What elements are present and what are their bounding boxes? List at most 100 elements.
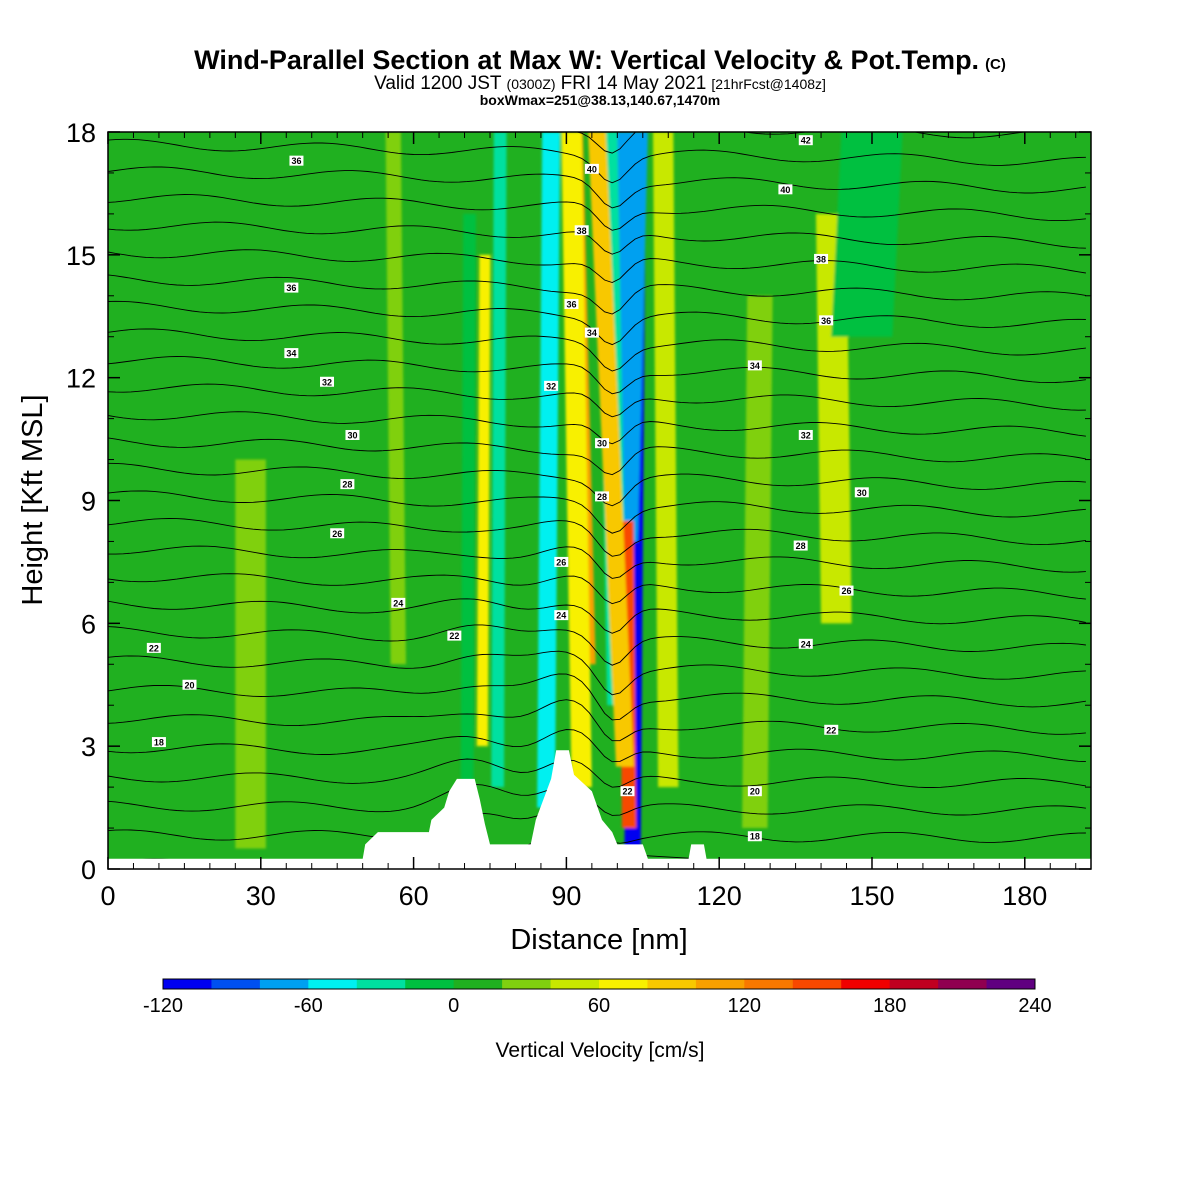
theta-contour-24 [108,194,1086,231]
svg-text:24: 24 [556,611,566,621]
colorbar-swatch [938,979,988,989]
theta-label-19: 26 [554,556,569,567]
theta-contour-2 [108,783,1086,816]
svg-text:20: 20 [750,787,760,797]
velocity-band-12 [652,132,679,788]
colorbar-swatch [211,979,261,989]
svg-text:42: 42 [801,136,811,146]
theta-contour-25 [108,166,1086,209]
x-tick-label: 30 [246,881,276,911]
theta-label-28: 30 [854,487,869,498]
x-tick-label: 120 [697,881,742,911]
svg-text:30: 30 [347,430,357,440]
theta-label-20: 24 [554,610,569,621]
colorbar-swatch [841,979,891,989]
theta-label-8: 22 [447,630,462,641]
theta-label-25: 36 [819,315,834,326]
y-tick-label: 12 [66,364,96,394]
theta-label-24: 38 [814,253,829,264]
colorbar: -120 -60 0 60 120 180 240 [143,978,1052,1017]
theta-contour-9 [108,598,1086,634]
potential-temperature-contours [108,132,1086,869]
vertical-velocity-field [235,132,903,849]
theta-label-31: 24 [798,638,813,649]
theta-label-13: 38 [574,225,589,236]
velocity-band-9 [476,254,491,747]
theta-label-21: 22 [620,786,635,797]
theta-label-16: 32 [544,380,559,391]
svg-text:34: 34 [286,349,296,359]
svg-text:32: 32 [546,381,556,391]
x-tick-label: 180 [1002,881,1047,911]
colorbar-swatch [502,979,552,989]
colorbar-tick-label: -60 [294,995,323,1017]
colorbar-tick-label: 120 [728,995,761,1017]
theta-contour-17 [108,383,1086,418]
theta-label-0: 36 [289,155,304,166]
theta-label-18: 28 [595,491,610,502]
svg-text:26: 26 [556,557,566,567]
svg-text:30: 30 [597,439,607,449]
colorbar-swatch [550,979,600,989]
theta-contour-19 [108,328,1086,372]
theta-contour-18 [108,356,1086,395]
theta-label-17: 30 [595,438,610,449]
theta-label-22: 42 [798,135,813,146]
valid-time-line: Valid 1200 JST (0300Z) FRI 14 May 2021 [21h… [374,73,826,94]
svg-text:28: 28 [796,541,806,551]
svg-text:22: 22 [449,631,459,641]
x-tick-label: 90 [551,881,581,911]
theta-contour-7 [108,650,1086,696]
svg-text:26: 26 [332,529,342,539]
colorbar-swatch [453,979,503,989]
theta-label-3: 32 [320,376,335,387]
svg-text:40: 40 [587,164,597,174]
theta-label-2: 34 [284,348,299,359]
velocity-band-13 [742,295,773,829]
svg-text:24: 24 [393,598,403,608]
colorbar-swatch [405,979,455,989]
x-tick-label: 0 [100,881,115,911]
theta-contour-5 [108,699,1086,742]
theta-contour-4 [108,729,1086,763]
theta-contour-22 [108,249,1086,283]
theta-label-32: 22 [824,724,839,735]
theta-label-27: 32 [798,429,813,440]
theta-label-4: 30 [345,429,360,440]
y-tick-label: 3 [81,732,96,762]
svg-text:38: 38 [577,226,587,236]
svg-text:20: 20 [184,680,194,690]
colorbar-swatch [308,979,358,989]
colorbar-swatch [889,979,939,989]
colorbar-swatch [356,979,406,989]
theta-label-34: 18 [747,831,762,842]
colorbar-swatch [792,979,842,989]
velocity-band-8 [537,132,561,808]
theta-contour-15 [108,437,1086,476]
x-tick-label: 150 [849,881,894,911]
terrain-silhouette [108,750,1091,869]
colorbar-swatch [647,979,697,989]
x-tick-label: 60 [399,881,429,911]
svg-text:38: 38 [816,254,826,264]
theta-label-6: 26 [330,528,345,539]
svg-text:28: 28 [342,480,352,490]
y-tick-label: 9 [81,487,96,517]
y-tick-label: 0 [81,855,96,885]
colorbar-swatch [599,979,648,989]
colorbar-tick-label: 180 [873,995,906,1017]
colorbar-swatch [163,979,212,989]
theta-label-12: 40 [584,163,599,174]
svg-text:28: 28 [597,492,607,502]
colorbar-swatch [259,979,309,989]
theta-label-29: 28 [793,540,808,551]
svg-text:18: 18 [154,738,164,748]
svg-text:36: 36 [286,283,296,293]
theta-label-11: 18 [151,737,166,748]
svg-text:36: 36 [566,299,576,309]
theta-contour-6 [108,673,1086,721]
box-wmax-note: boxWmax=251@38.13,140.67,1470m [480,92,721,108]
theta-contour-11 [108,545,1086,579]
colorbar-tick-label: 60 [588,995,610,1017]
